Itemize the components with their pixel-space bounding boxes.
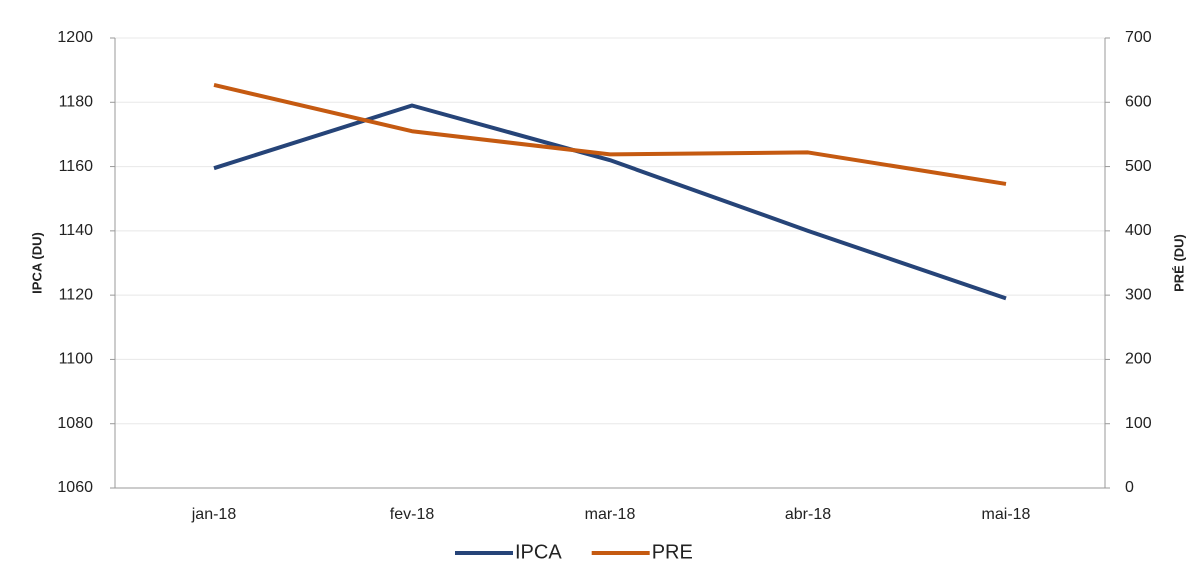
y2-tick-label: 500 — [1125, 158, 1152, 175]
y-tick-label: 1140 — [59, 222, 94, 239]
x-tick-label: fev-18 — [390, 506, 435, 523]
y2-tick-label: 700 — [1125, 29, 1152, 46]
y2-tick-label: 200 — [1125, 351, 1152, 368]
legend-label: PRE — [652, 541, 693, 563]
y-tick-label: 1080 — [57, 415, 93, 432]
y-tick-label: 1120 — [59, 286, 94, 303]
y-tick-label: 1200 — [57, 29, 93, 46]
y-tick-label: 1180 — [59, 94, 94, 111]
line-series — [213, 82, 1007, 186]
x-tick-label: mar-18 — [585, 506, 636, 523]
x-tick-label: mai-18 — [982, 506, 1031, 523]
y2-tick-label: 100 — [1125, 415, 1152, 432]
y2-axis-title: PRÉ (DU) — [1171, 234, 1186, 292]
y2-tick-label: 0 — [1125, 479, 1134, 496]
y2-tick-label: 400 — [1125, 222, 1152, 239]
y-axis-title: IPCA (DU) — [29, 232, 44, 294]
line-series — [213, 103, 1007, 301]
y-tick-label: 1060 — [57, 479, 93, 496]
legend-label: IPCA — [515, 541, 562, 563]
y2-tick-label: 300 — [1125, 286, 1152, 303]
y-tick-label: 1160 — [59, 158, 94, 175]
x-tick-label: abr-18 — [785, 506, 831, 523]
x-tick-label: jan-18 — [191, 506, 237, 523]
y-tick-label: 1100 — [59, 351, 94, 368]
y2-tick-label: 600 — [1125, 94, 1152, 111]
